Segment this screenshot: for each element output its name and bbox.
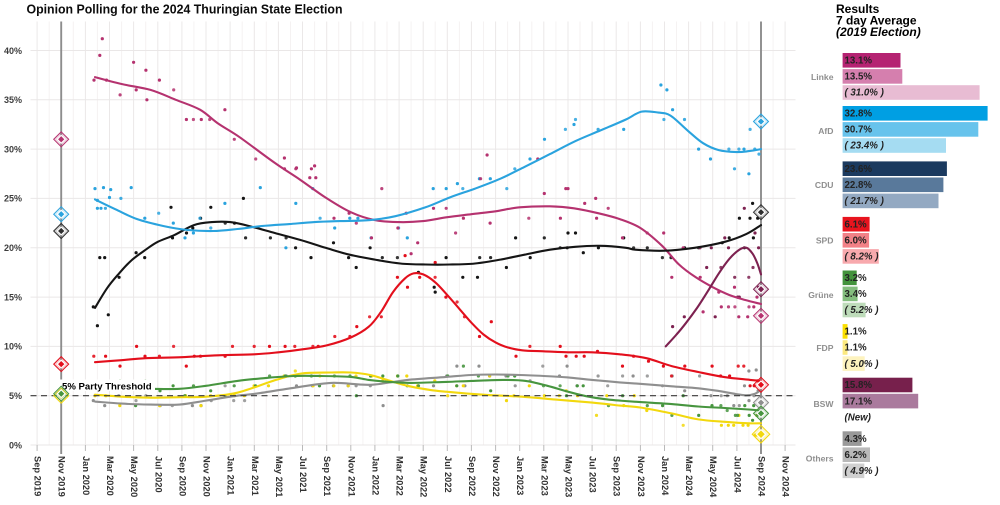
svg-text:3.2%: 3.2% [845,273,867,284]
svg-text:Linke: Linke [811,72,834,82]
svg-text:15.8%: 15.8% [845,380,873,391]
svg-text:Sep 2023: Sep 2023 [612,456,622,496]
svg-text:30%: 30% [4,144,22,154]
svg-text:1.1%: 1.1% [845,343,867,354]
svg-text:(New): (New) [845,412,871,423]
svg-text:25%: 25% [4,194,22,204]
svg-text:Jan 2020: Jan 2020 [81,456,91,495]
svg-text:( 5.2% ): ( 5.2% ) [845,305,879,316]
svg-text:Sep 2020: Sep 2020 [177,456,187,496]
svg-text:Nov 2024: Nov 2024 [781,456,791,498]
svg-text:Opinion Polling for the 2024 T: Opinion Polling for the 2024 Thuringian … [27,3,343,17]
svg-text:20%: 20% [4,243,22,253]
svg-text:( 5.0% ): ( 5.0% ) [845,359,879,370]
svg-text:FDP: FDP [816,343,833,353]
svg-text:4.3%: 4.3% [845,434,867,445]
svg-text:( 4.9% ): ( 4.9% ) [845,466,879,477]
svg-text:Nov 2019: Nov 2019 [57,456,67,497]
svg-text:40%: 40% [4,46,22,56]
svg-text:CDU: CDU [815,180,834,190]
svg-text:Sep 2024: Sep 2024 [757,456,767,497]
svg-text:Mar 2021: Mar 2021 [250,456,260,496]
svg-text:Results: Results [836,2,880,16]
svg-text:6.1%: 6.1% [845,219,867,230]
svg-text:10%: 10% [4,342,22,352]
svg-text:Grüne: Grüne [808,290,834,300]
svg-text:May 2021: May 2021 [274,456,284,497]
svg-text:17.1%: 17.1% [845,396,873,407]
svg-text:23.6%: 23.6% [845,164,873,175]
svg-text:May 2023: May 2023 [564,456,574,497]
svg-text:5% Party Threshold: 5% Party Threshold [62,381,152,392]
svg-text:3.4%: 3.4% [845,289,867,300]
svg-text:5%: 5% [9,391,22,401]
svg-text:Jan 2024: Jan 2024 [660,456,670,496]
svg-text:Nov 2023: Nov 2023 [636,456,646,497]
svg-text:( 23.4% ): ( 23.4% ) [845,141,884,152]
svg-text:13.1%: 13.1% [845,56,873,67]
svg-text:6.0%: 6.0% [845,236,867,247]
svg-text:BSW: BSW [813,399,834,409]
svg-text:Mar 2020: Mar 2020 [105,456,115,496]
svg-text:( 31.0% ): ( 31.0% ) [845,88,884,99]
svg-text:AfD: AfD [818,126,833,136]
svg-text:( 8.2% ): ( 8.2% ) [845,252,879,263]
svg-text:13.5%: 13.5% [845,72,873,83]
svg-text:7 day Average: 7 day Average [836,14,917,28]
svg-text:Nov 2021: Nov 2021 [346,456,356,497]
svg-text:35%: 35% [4,95,22,105]
svg-text:32.8%: 32.8% [845,109,873,120]
svg-text:Nov 2022: Nov 2022 [491,456,501,497]
svg-text:SPD: SPD [816,236,834,246]
svg-text:Jul 2023: Jul 2023 [588,456,598,493]
svg-text:1.1%: 1.1% [845,327,867,338]
svg-text:Jul 2020: Jul 2020 [153,456,163,493]
svg-text:22.8%: 22.8% [845,180,873,191]
svg-text:Sep 2021: Sep 2021 [322,456,332,496]
svg-text:Others: Others [806,454,834,464]
svg-text:Jan 2021: Jan 2021 [226,456,236,495]
svg-text:May 2020: May 2020 [129,456,139,497]
svg-text:Jan 2023: Jan 2023 [515,456,525,495]
svg-text:Mar 2023: Mar 2023 [539,456,549,496]
svg-text:Jul 2021: Jul 2021 [298,456,308,493]
svg-text:0%: 0% [9,440,22,450]
svg-text:Mar 2022: Mar 2022 [395,456,405,496]
svg-text:15%: 15% [4,292,22,302]
svg-text:May 2022: May 2022 [419,456,429,497]
svg-text:Jul 2024: Jul 2024 [732,456,742,494]
svg-text:Mar 2024: Mar 2024 [684,456,694,497]
svg-text:6.2%: 6.2% [845,450,867,461]
svg-text:(2019 Election): (2019 Election) [836,25,921,39]
svg-text:( 21.7% ): ( 21.7% ) [845,196,884,207]
svg-text:Jan 2022: Jan 2022 [370,456,380,495]
svg-text:Jul 2022: Jul 2022 [443,456,453,493]
svg-text:Nov 2020: Nov 2020 [202,456,212,497]
svg-text:Sep 2022: Sep 2022 [467,456,477,496]
svg-text:May 2024: May 2024 [708,456,718,498]
svg-text:Sep 2019: Sep 2019 [33,456,43,496]
svg-text:30.7%: 30.7% [845,125,873,136]
